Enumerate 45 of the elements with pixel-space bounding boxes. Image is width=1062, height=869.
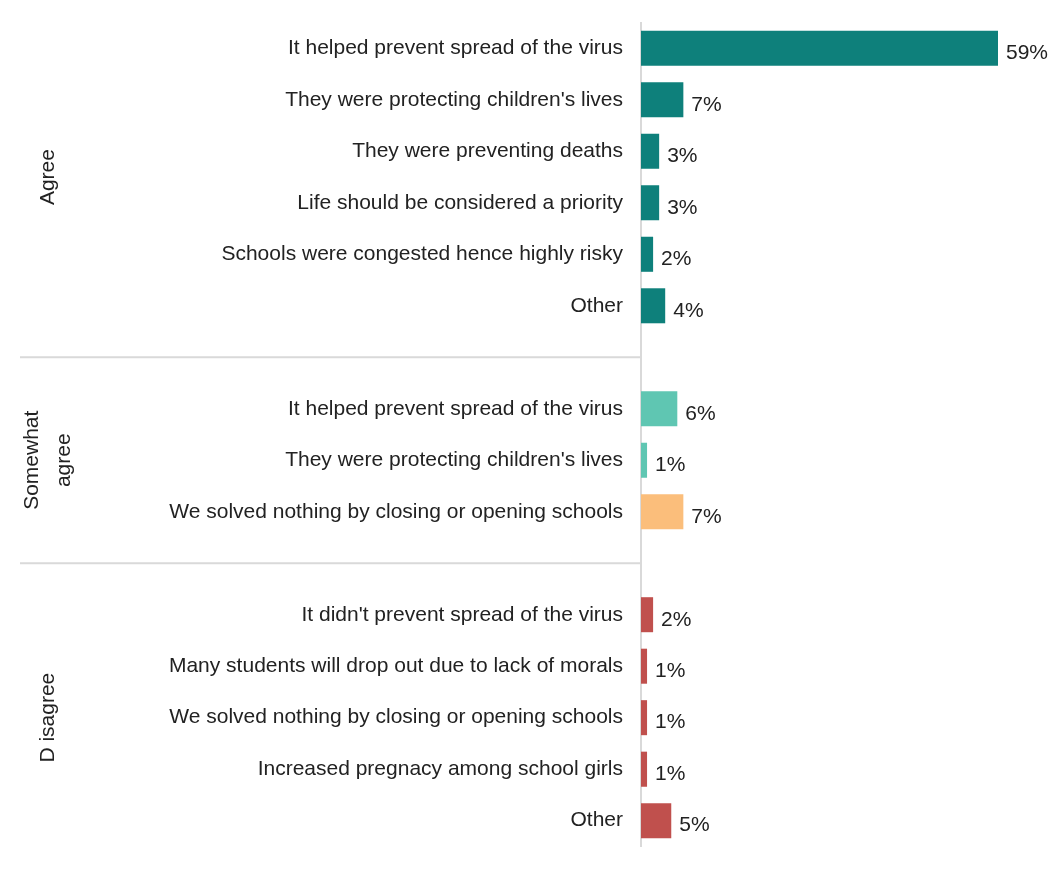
data-label: 1% [655,760,686,784]
bar [641,442,648,478]
bar [641,236,654,272]
data-label: 5% [679,812,710,836]
data-label: 2% [661,246,692,270]
y-tick-label: They were protecting children's lives [285,447,623,471]
text: Agree [34,149,58,206]
bar [641,288,666,324]
y-tick-label: Increased pregnacy among school girls [257,755,623,779]
y-tick-label: Other [570,807,623,831]
bar [641,648,648,684]
bar [641,133,660,169]
data-label: 1% [655,657,686,681]
y-tick-label: Many students will drop out due to lack of morals [168,652,623,676]
y-tick-label: They were protecting children's lives [285,86,623,110]
data-label: 1% [655,709,686,733]
bar [641,597,654,633]
bar [641,700,648,736]
y-tick-label: Schools were congested hence highly risky [221,241,624,265]
y-tick-label: We solved nothing by closing or opening schools [169,704,623,728]
bar [641,82,684,118]
y-tick-label: It didn't prevent spread of the virus [301,601,623,625]
y-tick-label: It helped prevent spread of the virus [287,35,623,59]
bar [641,494,684,530]
y-tick-label: Life should be considered a priority [297,189,624,213]
data-label: 3% [667,194,698,218]
bar [641,751,648,787]
data-label: 1% [655,452,686,476]
y-tick-label: We solved nothing by closing or opening schools [169,498,623,522]
data-label: 3% [667,143,698,167]
bar [641,185,660,221]
y-tick-label: It helped prevent spread of the virus [287,395,623,419]
bar [641,30,998,66]
bar [641,803,672,839]
data-label: 4% [673,297,704,321]
data-label: 7% [691,503,722,527]
data-label: 7% [691,91,722,115]
text: Somewhat agree [18,410,74,510]
data-label: 6% [685,400,716,424]
y-tick-label: They were preventing deaths [352,138,623,162]
bar [641,391,678,427]
data-label: 59% [1006,40,1049,64]
y-tick-label: Other [570,292,623,316]
data-label: 2% [661,606,692,630]
text: D isagree [34,672,58,763]
